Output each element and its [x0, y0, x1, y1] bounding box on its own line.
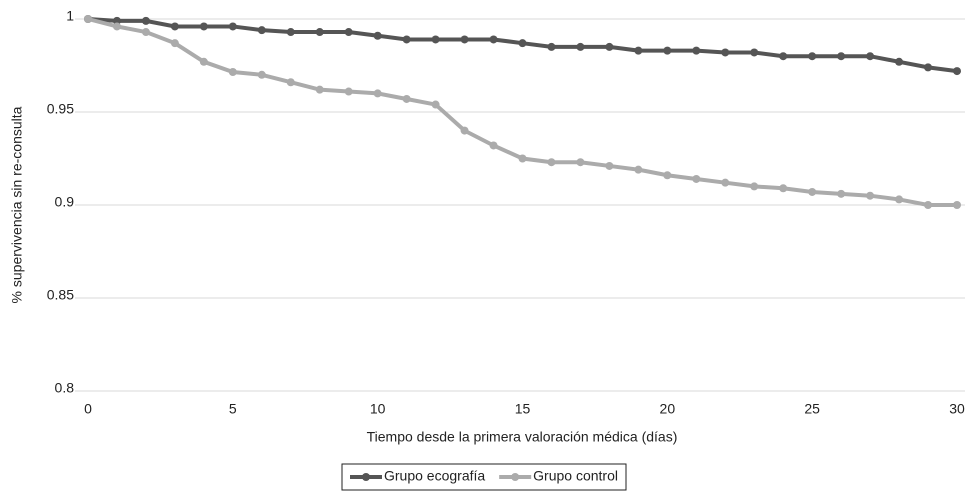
x-tick-label: 30: [949, 401, 965, 417]
legend-box: [341, 463, 627, 491]
point: [634, 46, 643, 55]
legend-marker: [362, 473, 370, 481]
point: [721, 48, 730, 57]
point: [692, 46, 701, 55]
point: [895, 195, 904, 204]
point: [460, 35, 469, 44]
point: [489, 141, 498, 150]
x-tick-label: 25: [804, 401, 820, 417]
point: [228, 68, 237, 77]
point: [518, 39, 527, 48]
point: [286, 78, 295, 87]
point: [866, 191, 875, 200]
point: [953, 201, 961, 209]
point: [576, 42, 585, 51]
point: [199, 57, 208, 66]
x-tick-label: 20: [660, 401, 676, 417]
point: [779, 52, 788, 61]
point: [721, 178, 730, 187]
point: [489, 35, 498, 44]
point: [402, 35, 411, 44]
point: [112, 16, 121, 25]
point: [953, 67, 961, 76]
point: [373, 89, 382, 98]
point: [924, 63, 933, 72]
point: [605, 161, 614, 170]
point: [663, 46, 672, 55]
x-tick-label: 15: [515, 401, 531, 417]
point: [431, 100, 440, 109]
point: [112, 22, 121, 31]
point: [257, 26, 266, 35]
point: [141, 28, 150, 37]
point: [315, 85, 324, 94]
legend-marker: [511, 473, 520, 481]
point: [924, 201, 933, 209]
y-axis-title: % supervivencia sin re-consulta: [9, 106, 25, 303]
y-tick-label: 0.85: [47, 287, 74, 303]
point: [547, 42, 556, 51]
x-tick-label: 5: [229, 401, 237, 417]
point: [663, 171, 672, 180]
point: [866, 52, 875, 61]
point: [170, 39, 179, 48]
point: [431, 35, 440, 44]
x-tick-label: 0: [84, 401, 92, 417]
point: [750, 182, 759, 191]
point: [895, 57, 904, 66]
y-tick-label: 0.95: [47, 101, 74, 117]
point: [344, 87, 353, 96]
point: [808, 52, 817, 61]
point: [344, 28, 353, 37]
point: [634, 165, 643, 174]
point: [373, 31, 382, 40]
point: [141, 16, 150, 25]
point: [460, 126, 469, 135]
point: [837, 52, 846, 61]
point: [779, 184, 788, 193]
x-axis-title: Tiempo desde la primera valoración médic…: [367, 429, 678, 445]
point: [692, 174, 701, 183]
point: [84, 15, 92, 23]
x-tick-label: 10: [370, 401, 386, 417]
legend-label: Grupo control: [533, 468, 618, 484]
point: [315, 28, 324, 37]
y-tick-label: 1: [66, 8, 74, 24]
point: [286, 28, 295, 37]
y-tick-label: 0.9: [55, 194, 75, 210]
legend: Grupo ecografía Grupo control: [341, 463, 627, 491]
y-tick-label: 0.8: [55, 380, 75, 396]
point: [170, 22, 179, 31]
point: [837, 189, 846, 198]
point: [808, 187, 817, 196]
point: [750, 48, 759, 57]
point: [547, 158, 556, 167]
point: [605, 42, 614, 51]
legend-label: Grupo ecografía: [384, 468, 485, 484]
point: [199, 22, 208, 31]
point: [402, 94, 411, 103]
point: [576, 158, 585, 167]
point: [518, 154, 527, 163]
point: [228, 22, 237, 31]
point: [257, 70, 266, 79]
